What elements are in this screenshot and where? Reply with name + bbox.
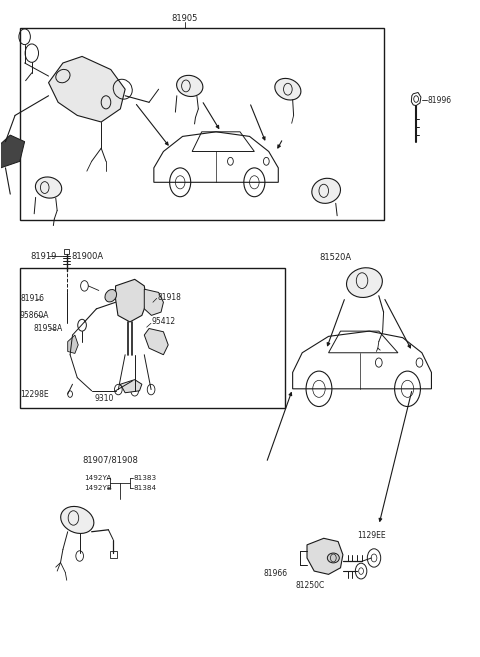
Bar xyxy=(110,551,117,558)
Text: 81919: 81919 xyxy=(30,252,57,261)
Text: 81916: 81916 xyxy=(21,294,45,304)
Text: 81384: 81384 xyxy=(134,486,157,491)
Polygon shape xyxy=(116,279,147,322)
Ellipse shape xyxy=(36,177,62,198)
Text: 1129EE: 1129EE xyxy=(357,530,386,539)
Bar xyxy=(20,28,384,220)
Polygon shape xyxy=(68,335,78,353)
Ellipse shape xyxy=(275,78,301,100)
Ellipse shape xyxy=(105,290,117,302)
Ellipse shape xyxy=(327,553,339,563)
Text: 81905: 81905 xyxy=(172,14,198,23)
Bar xyxy=(64,249,69,254)
Ellipse shape xyxy=(347,268,383,298)
Text: 12298E: 12298E xyxy=(20,390,48,399)
Text: 81966: 81966 xyxy=(264,568,288,578)
Text: 81250C: 81250C xyxy=(295,581,324,590)
Ellipse shape xyxy=(177,76,203,97)
Text: 81907/81908: 81907/81908 xyxy=(83,455,139,464)
Text: 95860A: 95860A xyxy=(20,311,49,320)
Text: 1492YA: 1492YA xyxy=(84,475,112,481)
Polygon shape xyxy=(307,538,343,574)
Polygon shape xyxy=(48,57,125,122)
Text: 1492YB: 1492YB xyxy=(84,486,112,491)
Text: 81520A: 81520A xyxy=(319,253,351,262)
Ellipse shape xyxy=(312,178,340,204)
Text: 95412: 95412 xyxy=(152,317,176,327)
Text: 81996: 81996 xyxy=(428,96,452,105)
Bar xyxy=(20,268,286,409)
Polygon shape xyxy=(120,380,142,393)
Text: 81918: 81918 xyxy=(157,292,181,302)
Text: 9310: 9310 xyxy=(94,394,113,403)
Text: 81383: 81383 xyxy=(134,475,157,481)
Polygon shape xyxy=(144,328,168,355)
Text: 81958A: 81958A xyxy=(33,324,62,333)
Polygon shape xyxy=(0,135,24,168)
Text: 81900A: 81900A xyxy=(72,252,104,261)
Ellipse shape xyxy=(60,507,94,533)
Polygon shape xyxy=(144,289,163,315)
